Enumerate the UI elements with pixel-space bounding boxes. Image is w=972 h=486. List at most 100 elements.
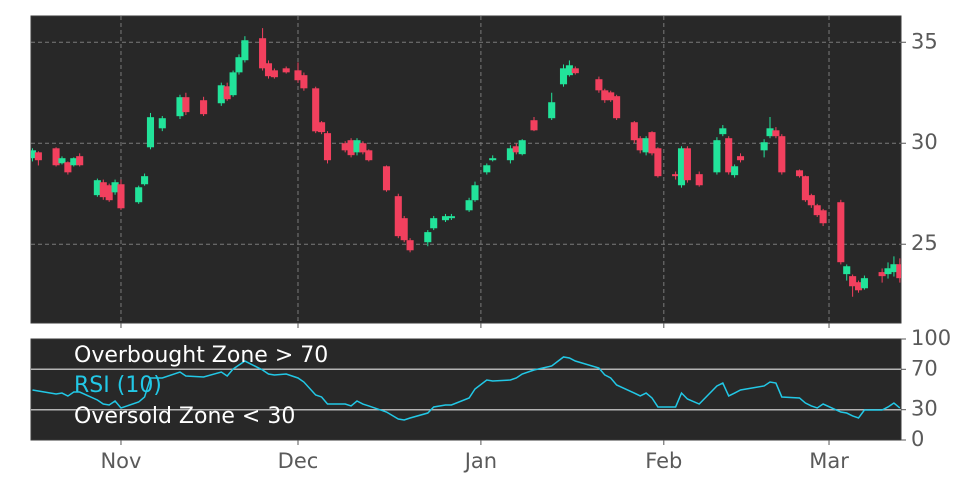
candle-body: [235, 57, 243, 73]
candle-body: [819, 210, 827, 224]
y-tick-label: 30: [911, 397, 938, 421]
candle-body: [141, 176, 149, 185]
candle-body: [677, 148, 686, 186]
candle-body: [896, 264, 901, 279]
x-tick-label: Dec: [278, 449, 319, 473]
price-panel: [30, 15, 902, 324]
candle-body: [518, 140, 526, 155]
candle-body: [176, 97, 184, 117]
x-tick-label: Jan: [463, 449, 497, 473]
rsi-plot: [31, 356, 901, 421]
candle-body: [483, 165, 491, 173]
candle-body: [406, 240, 414, 251]
y-tick-label: 25: [911, 231, 938, 255]
candle-body: [613, 96, 621, 119]
candle-body: [58, 158, 66, 164]
candle-body: [725, 138, 733, 173]
legend-overbought: Overbought Zone > 70: [74, 343, 328, 368]
candle-body: [736, 156, 745, 161]
candle-body: [601, 90, 609, 101]
candle-body: [447, 216, 455, 219]
candle-body: [813, 205, 821, 216]
candle-body: [713, 140, 721, 173]
candle-body: [672, 174, 680, 177]
candle-body: [849, 276, 857, 287]
candle-body: [264, 63, 273, 77]
candle-body: [559, 68, 568, 85]
candle-body: [76, 156, 84, 166]
candle-body: [878, 272, 886, 277]
axes: 25 30 35 Nov Dec Jan Feb Mar 0 30 70 100: [100, 29, 951, 473]
candle-body: [607, 92, 615, 101]
candle-body: [323, 133, 332, 161]
candle-body: [394, 196, 402, 237]
candle-body: [630, 122, 638, 141]
candle-body: [772, 130, 780, 137]
candle-body: [471, 185, 479, 201]
candle-body: [111, 182, 119, 193]
candle-body: [642, 138, 650, 153]
candle-body: [860, 278, 868, 289]
candle-body: [229, 72, 237, 96]
candle-body: [99, 182, 107, 198]
candle-body: [530, 120, 538, 131]
y-tick-label: 30: [911, 130, 938, 154]
candle-body: [683, 148, 691, 181]
y-tick-label: 0: [911, 427, 924, 451]
rsi-line: [32, 356, 901, 421]
candle-body: [843, 266, 851, 275]
candle-body: [731, 166, 739, 176]
candle-body: [571, 68, 579, 74]
candle-body: [648, 132, 656, 154]
candle-body: [760, 142, 768, 151]
y-tick-label: 100: [911, 326, 951, 350]
candle-body: [441, 216, 450, 221]
candle-body: [430, 218, 438, 229]
candle-body: [270, 70, 278, 78]
legend-oversold: Oversold Zone < 30: [74, 404, 295, 429]
candle-body: [695, 174, 703, 186]
x-tick-label: Nov: [100, 449, 141, 473]
x-tick-label: Feb: [645, 449, 682, 473]
candle-body: [347, 140, 355, 156]
candle-body: [465, 200, 473, 211]
candle-body: [158, 118, 166, 129]
candle-body: [117, 184, 125, 209]
candle-body: [854, 282, 863, 291]
candle-body: [382, 166, 391, 191]
candle-body: [259, 38, 267, 69]
candle-body: [312, 88, 320, 132]
candle-body: [34, 152, 42, 161]
candle-body: [341, 143, 349, 151]
candle-body: [837, 202, 845, 263]
candle-body: [489, 158, 497, 161]
candle-body: [241, 40, 249, 61]
candle-body: [565, 65, 573, 76]
candle-body: [52, 148, 60, 166]
candle-body: [64, 162, 72, 173]
candle-body: [182, 97, 190, 113]
candle-body: [807, 195, 815, 206]
y-tick-label: 35: [911, 29, 938, 53]
candle-body: [766, 128, 774, 137]
candle-body: [31, 150, 37, 159]
legend: Overbought Zone > 70 RSI (10) Oversold Z…: [74, 343, 328, 429]
x-tick-label: Mar: [809, 449, 849, 473]
candle-body: [548, 102, 556, 119]
candle-body: [884, 268, 892, 275]
candle-body: [654, 148, 662, 177]
candle-body: [93, 180, 101, 196]
candle-body: [300, 75, 308, 89]
candle-body: [801, 176, 809, 201]
candle-body: [795, 170, 804, 177]
candle-body: [70, 158, 78, 166]
candle-body: [294, 70, 302, 81]
candle-body: [365, 150, 373, 161]
candle-body: [778, 136, 786, 173]
candle-body: [359, 143, 367, 153]
candle-body: [146, 117, 155, 148]
candle-body: [217, 85, 225, 104]
candle-body: [595, 79, 603, 91]
candle-body: [506, 148, 514, 161]
